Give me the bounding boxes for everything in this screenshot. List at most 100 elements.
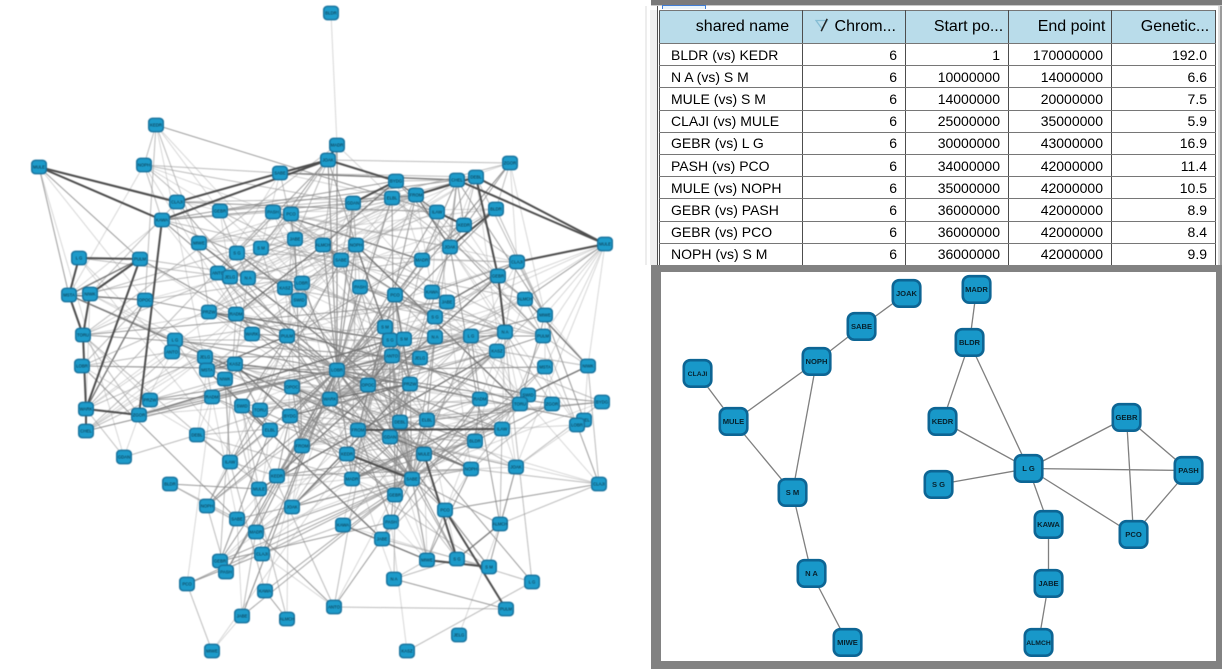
svg-text:BLDR: BLDR bbox=[325, 11, 336, 16]
svg-text:CLAJI: CLAJI bbox=[687, 371, 707, 378]
svg-text:GDAN: GDAN bbox=[118, 455, 130, 460]
svg-text:L G: L G bbox=[529, 580, 536, 585]
svg-text:SABE: SABE bbox=[406, 477, 418, 482]
svg-text:JELG: JELG bbox=[200, 355, 211, 360]
svg-text:OPOC: OPOC bbox=[139, 298, 152, 303]
svg-text:KASZ: KASZ bbox=[229, 362, 241, 367]
svg-text:ZGOR: ZGOR bbox=[546, 402, 558, 407]
svg-text:GDAN: GDAN bbox=[347, 201, 359, 206]
svg-text:N A: N A bbox=[432, 335, 439, 340]
svg-text:KASZ: KASZ bbox=[401, 649, 413, 654]
svg-text:PRZW: PRZW bbox=[144, 398, 158, 403]
svg-text:KAWA: KAWA bbox=[426, 290, 438, 295]
svg-text:L G: L G bbox=[172, 338, 179, 343]
svg-text:MULE: MULE bbox=[33, 165, 45, 170]
svg-text:WARK: WARK bbox=[324, 397, 337, 402]
svg-text:ALMCH: ALMCH bbox=[1026, 640, 1051, 647]
svg-text:ZGOR: ZGOR bbox=[504, 161, 516, 166]
svg-text:JOAK: JOAK bbox=[510, 465, 521, 470]
svg-text:S G: S G bbox=[431, 315, 439, 320]
svg-text:RADM: RADM bbox=[230, 312, 243, 317]
svg-text:PASH: PASH bbox=[385, 520, 396, 525]
svg-text:PCO: PCO bbox=[1125, 530, 1142, 539]
svg-text:KAWA: KAWA bbox=[337, 523, 349, 528]
svg-text:NOPH: NOPH bbox=[201, 504, 213, 509]
svg-text:NIWK: NIWK bbox=[84, 292, 95, 297]
svg-text:L G: L G bbox=[1022, 464, 1035, 473]
svg-text:FROM: FROM bbox=[352, 428, 365, 433]
svg-text:JABE: JABE bbox=[1038, 579, 1058, 588]
svg-text:MIWE: MIWE bbox=[539, 313, 551, 318]
svg-text:JOAK: JOAK bbox=[444, 245, 455, 250]
svg-text:BLDR: BLDR bbox=[469, 439, 480, 444]
svg-text:S M: S M bbox=[381, 325, 389, 330]
svg-text:N A: N A bbox=[245, 276, 252, 281]
svg-text:KEDR: KEDR bbox=[150, 123, 162, 128]
svg-text:MADR: MADR bbox=[965, 285, 988, 294]
svg-text:SABE: SABE bbox=[274, 171, 286, 176]
svg-text:ANTO: ANTO bbox=[386, 354, 399, 359]
svg-text:ILAW: ILAW bbox=[225, 460, 236, 465]
svg-text:MIWE: MIWE bbox=[206, 649, 218, 654]
svg-text:MIWE: MIWE bbox=[837, 638, 858, 647]
svg-text:BYDG: BYDG bbox=[596, 400, 609, 405]
svg-text:KEDR: KEDR bbox=[341, 452, 353, 457]
svg-text:PULM: PULM bbox=[281, 334, 293, 339]
svg-text:PULM: PULM bbox=[500, 607, 512, 612]
svg-text:JOAK: JOAK bbox=[895, 289, 917, 298]
svg-text:JELG: JELG bbox=[225, 275, 236, 280]
svg-text:NIWK: NIWK bbox=[582, 364, 593, 369]
svg-text:JOAK: JOAK bbox=[286, 505, 297, 510]
svg-text:PASH: PASH bbox=[354, 285, 365, 290]
svg-text:TORU: TORU bbox=[254, 408, 266, 413]
svg-text:NIWK: NIWK bbox=[219, 377, 230, 382]
svg-text:PASH: PASH bbox=[267, 210, 278, 215]
svg-text:FROM: FROM bbox=[410, 193, 423, 198]
svg-text:MADR: MADR bbox=[346, 477, 359, 482]
svg-text:CHEL: CHEL bbox=[451, 178, 463, 183]
svg-text:ANTO: ANTO bbox=[166, 350, 179, 355]
svg-text:S G: S G bbox=[233, 251, 241, 256]
svg-text:PRZW: PRZW bbox=[203, 310, 217, 315]
svg-text:PULM: PULM bbox=[134, 257, 146, 262]
svg-text:CHEL: CHEL bbox=[80, 429, 92, 434]
svg-text:GEBR: GEBR bbox=[389, 493, 401, 498]
svg-text:PCO: PCO bbox=[286, 212, 296, 217]
svg-text:BLDR: BLDR bbox=[958, 338, 980, 347]
svg-text:JOAK: JOAK bbox=[322, 158, 333, 163]
svg-text:SABE: SABE bbox=[850, 322, 871, 331]
svg-text:SWID: SWID bbox=[293, 298, 304, 303]
svg-text:ANTO: ANTO bbox=[328, 605, 341, 610]
svg-text:MSTA: MSTA bbox=[201, 368, 213, 373]
svg-text:JABE: JABE bbox=[442, 300, 453, 305]
svg-text:WARK: WARK bbox=[246, 332, 259, 337]
svg-text:ALMCH: ALMCH bbox=[492, 522, 507, 527]
svg-text:N A: N A bbox=[805, 569, 818, 578]
svg-text:MULE: MULE bbox=[253, 487, 265, 492]
svg-text:DEBL: DEBL bbox=[470, 175, 482, 180]
svg-text:OPOC: OPOC bbox=[286, 385, 299, 390]
svg-text:S G: S G bbox=[386, 338, 394, 343]
svg-text:BLDR: BLDR bbox=[490, 207, 501, 212]
svg-text:GEBR: GEBR bbox=[492, 274, 504, 279]
svg-text:SWID: SWID bbox=[236, 404, 247, 409]
svg-text:LOBR: LOBR bbox=[296, 281, 308, 286]
svg-text:S G: S G bbox=[453, 557, 461, 562]
svg-text:SABE: SABE bbox=[335, 258, 347, 263]
svg-text:TORU: TORU bbox=[77, 333, 89, 338]
svg-text:MADR: MADR bbox=[331, 143, 344, 148]
svg-text:GEBR: GEBR bbox=[214, 209, 226, 214]
svg-text:MULE: MULE bbox=[599, 242, 611, 247]
svg-text:JELG: JELG bbox=[454, 633, 465, 638]
svg-text:PRZW: PRZW bbox=[404, 382, 418, 387]
svg-text:PASH: PASH bbox=[220, 570, 231, 575]
svg-text:PASH: PASH bbox=[1178, 466, 1199, 475]
svg-text:N A: N A bbox=[502, 330, 509, 335]
svg-text:S M: S M bbox=[785, 488, 799, 497]
svg-text:JABE: JABE bbox=[377, 537, 388, 542]
svg-text:ALMCH: ALMCH bbox=[315, 243, 330, 248]
svg-text:KAWA: KAWA bbox=[259, 589, 271, 594]
svg-text:JABE: JABE bbox=[237, 614, 248, 619]
svg-text:ELBL: ELBL bbox=[387, 196, 398, 201]
svg-text:RADM: RADM bbox=[206, 395, 219, 400]
